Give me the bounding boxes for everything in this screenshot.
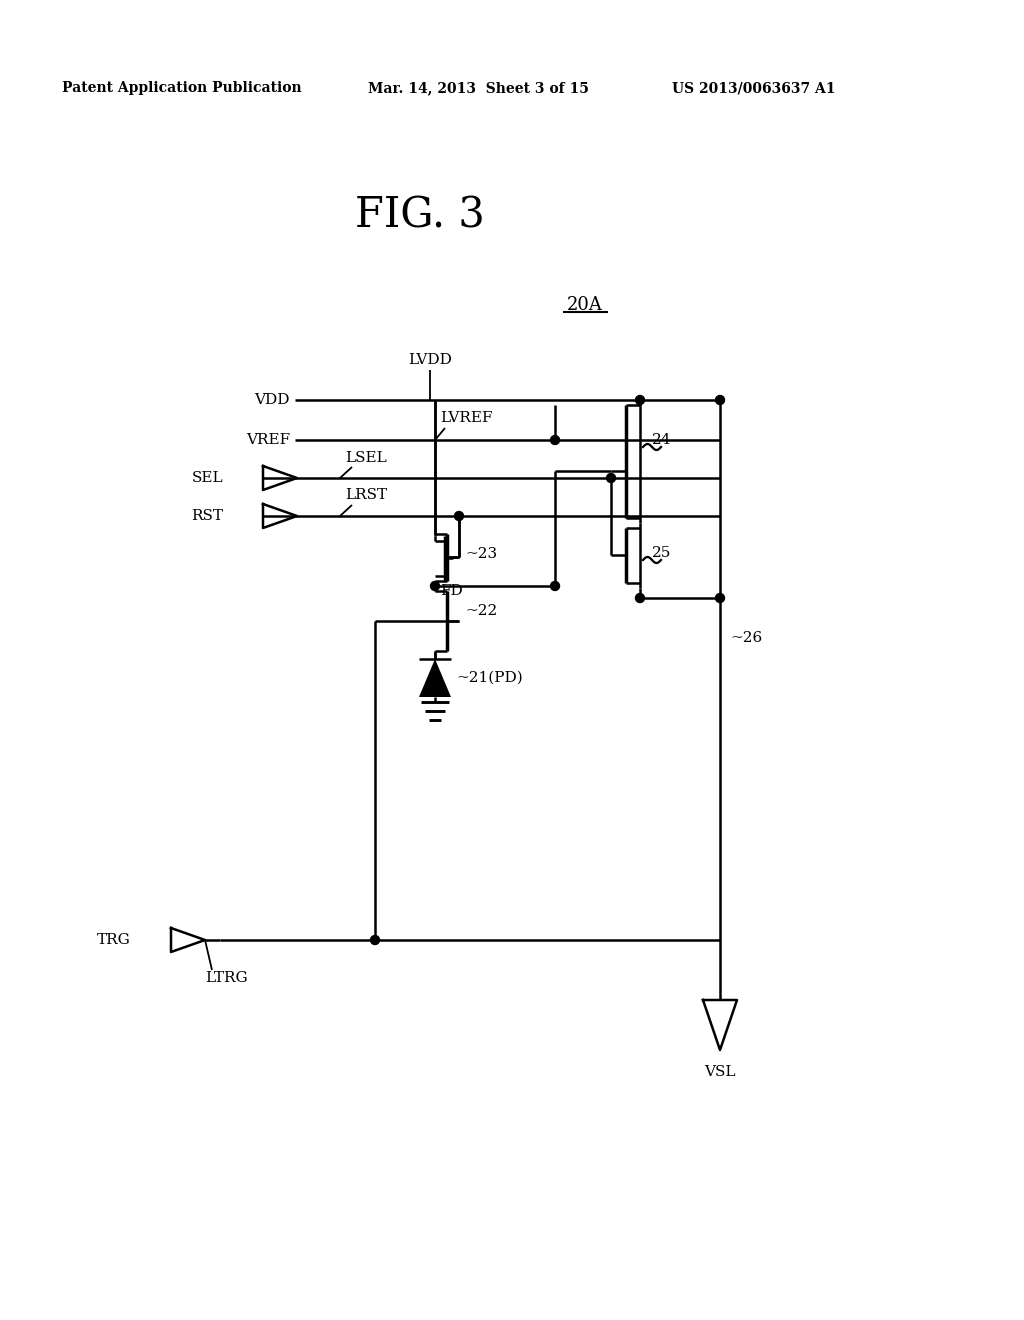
Text: TRG: TRG [97, 933, 131, 946]
Text: LRST: LRST [345, 488, 387, 502]
Text: ~22: ~22 [465, 605, 498, 618]
Text: ~23: ~23 [465, 546, 497, 561]
Text: VSL: VSL [705, 1065, 736, 1078]
Text: 20A: 20A [567, 296, 603, 314]
Text: RST: RST [191, 510, 223, 523]
Circle shape [430, 582, 439, 590]
Text: 24: 24 [652, 433, 672, 447]
Text: FD: FD [440, 583, 463, 598]
Text: VREF: VREF [246, 433, 290, 447]
Text: 25: 25 [652, 546, 672, 560]
Text: ~26: ~26 [730, 631, 762, 645]
Text: VDD: VDD [255, 393, 290, 407]
Text: SEL: SEL [191, 471, 223, 484]
Circle shape [371, 936, 380, 945]
Text: LTRG: LTRG [205, 972, 248, 985]
Text: LVDD: LVDD [408, 352, 452, 367]
Text: Mar. 14, 2013  Sheet 3 of 15: Mar. 14, 2013 Sheet 3 of 15 [368, 81, 589, 95]
Circle shape [716, 594, 725, 602]
Circle shape [606, 474, 615, 483]
Circle shape [636, 396, 644, 404]
Circle shape [551, 582, 559, 590]
Text: US 2013/0063637 A1: US 2013/0063637 A1 [672, 81, 836, 95]
Text: LSEL: LSEL [345, 451, 387, 465]
Circle shape [551, 436, 559, 445]
Circle shape [455, 511, 464, 520]
Circle shape [716, 396, 725, 404]
Text: LVREF: LVREF [440, 411, 493, 425]
Text: FIG. 3: FIG. 3 [355, 194, 485, 236]
Text: Patent Application Publication: Patent Application Publication [62, 81, 302, 95]
Text: ~21(PD): ~21(PD) [456, 671, 522, 685]
Circle shape [636, 594, 644, 602]
Polygon shape [419, 659, 451, 697]
